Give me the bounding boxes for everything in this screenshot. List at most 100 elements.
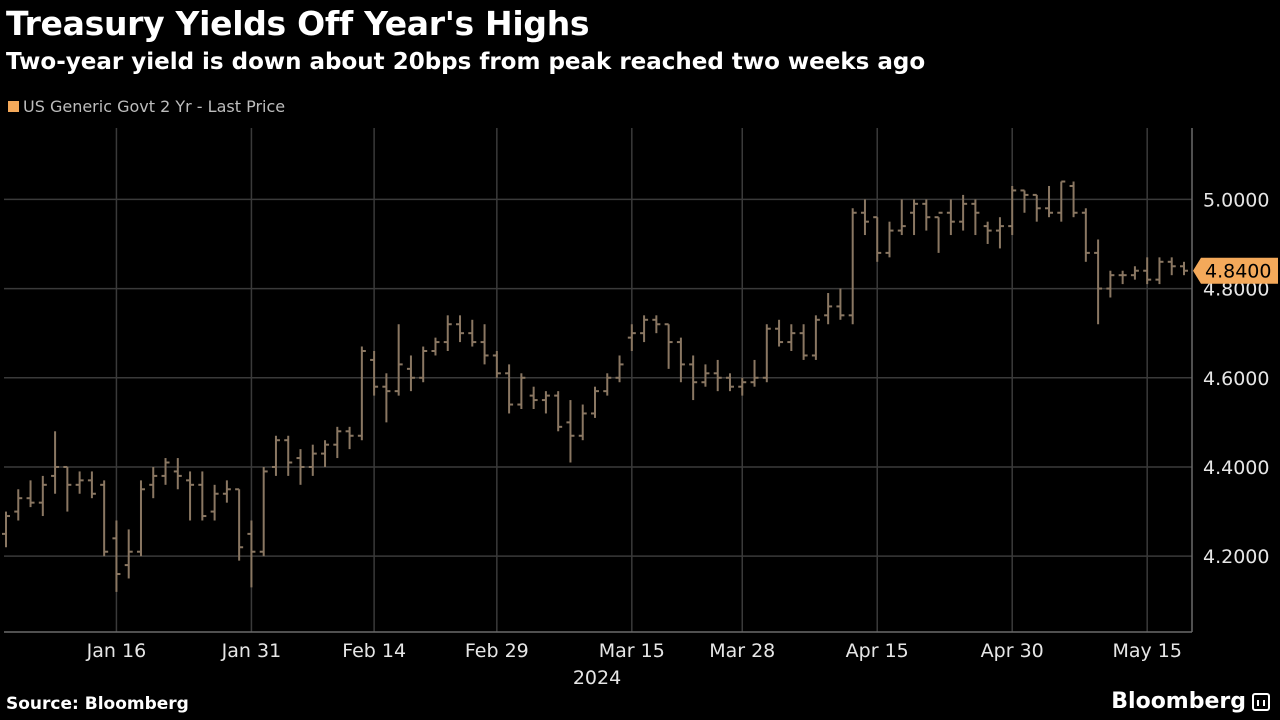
ohlc-bar (186, 471, 195, 521)
ohlc-bar (1081, 208, 1090, 262)
ohlc-bar (222, 480, 231, 503)
legend-label: US Generic Govt 2 Yr - Last Price (23, 97, 286, 116)
ohlc-bar (873, 216, 882, 262)
ohlc-bar (63, 465, 72, 512)
ohlc-bar (910, 199, 919, 236)
ohlc-bar (1130, 266, 1139, 280)
ohlc-bar (689, 355, 698, 401)
ohlc-bar (308, 444, 317, 476)
ohlc-bar (333, 426, 342, 459)
ohlc-bar (541, 391, 550, 414)
ohlc-bar (136, 480, 145, 557)
ohlc-bar (1094, 239, 1103, 325)
ohlc-bar (431, 337, 440, 356)
legend-swatch (8, 101, 19, 112)
ohlc-bar (259, 466, 268, 557)
ohlc-bar (725, 373, 734, 392)
x-tick-label: Apr 30 (981, 640, 1044, 662)
ohlc-bar (1045, 185, 1054, 218)
x-tick-label: Feb 29 (465, 640, 529, 662)
ohlc-bar (456, 315, 465, 343)
chart-subtitle: Two-year yield is down about 20bps from … (6, 49, 926, 75)
ohlc-bar (505, 364, 514, 414)
ohlc-bar (284, 435, 293, 476)
ohlc-bar (26, 480, 35, 508)
ohlc-bar (1167, 257, 1176, 276)
ohlc-bar (210, 484, 219, 521)
ohlc-bar (198, 471, 207, 521)
x-tick-label: Jan 31 (221, 640, 282, 662)
ohlc-bar (1020, 189, 1029, 213)
ohlc-bar (578, 404, 587, 441)
ohlc-bar (676, 337, 685, 383)
ohlc-bar (811, 315, 820, 360)
x-tick-label: Mar 28 (709, 640, 775, 662)
ohlc-bar (87, 471, 96, 499)
y-tick-label: 4.6000 (1203, 368, 1269, 390)
ohlc-bar (480, 324, 489, 365)
terminal-icon (1252, 692, 1270, 711)
ohlc-bar (321, 440, 330, 467)
x-tick-label: Feb 14 (342, 640, 406, 662)
ohlc-bar (1008, 185, 1017, 236)
last-price-marker (1193, 257, 1278, 284)
tick-labels: 4.2000 4.4000 4.6000 4.8000 5.0000 Jan 16 Jan … (86, 189, 1278, 689)
ohlc-bar (799, 324, 808, 360)
ohlc-bar (51, 431, 60, 494)
ohlc-bar (738, 377, 747, 396)
ohlc-bar (1155, 257, 1164, 285)
brand-name: Bloomberg (1111, 689, 1246, 714)
ohlc-bar (664, 323, 673, 369)
ohlc-bar (14, 489, 23, 521)
ohlc-bar (296, 449, 305, 485)
ohlc-bar (959, 194, 968, 231)
ohlc-bar (762, 324, 771, 383)
ohlc-bar (701, 364, 710, 387)
ohlc-bar (1057, 180, 1066, 222)
ohlc-bar (1069, 181, 1078, 218)
ohlc-bar (848, 208, 857, 325)
chart-title: Treasury Yields Off Year's Highs (6, 4, 590, 43)
ohlc-bar (2, 511, 10, 548)
ohlc-bar (492, 351, 501, 378)
grid (4, 128, 1192, 632)
ohlc-bar (406, 355, 415, 392)
ohlc-bar (382, 373, 391, 423)
y-tick-label: 4.2000 (1203, 546, 1269, 568)
ohlc-bar (38, 475, 47, 517)
ohlc-bar (75, 471, 84, 494)
x-tick-label: Apr 15 (846, 640, 909, 662)
ohlc-bar (885, 221, 894, 258)
ohlc-bar (603, 373, 612, 396)
y-tick-label: 4.8000 (1203, 279, 1269, 301)
ohlc-bar (775, 319, 784, 347)
y-tick-label: 4.4000 (1203, 457, 1269, 479)
source-note: Source: Bloomberg (6, 694, 189, 714)
ohlc-bar (713, 359, 722, 392)
ohlc-bar (345, 426, 354, 450)
x-year-label: 2024 (573, 667, 621, 689)
ohlc-bar (946, 199, 955, 236)
ohlc-bar (836, 288, 845, 320)
ohlc-bar (468, 319, 477, 347)
last-price-label: 4.8400 (1205, 261, 1271, 283)
ohlc-bar (529, 386, 538, 409)
ohlc-bar (394, 324, 403, 396)
ohlc-bar (922, 199, 931, 231)
axes (4, 128, 1193, 633)
ohlc-bar (615, 355, 624, 383)
ohlc-bar (235, 488, 244, 561)
ohlc-bar (1106, 270, 1115, 298)
ohlc-bar (983, 221, 992, 244)
x-tick-label: Mar 15 (599, 640, 665, 662)
ohlc-bar (627, 324, 636, 352)
ohlc-bar (271, 435, 280, 476)
price-bars (2, 180, 1188, 592)
ohlc-bar (566, 400, 575, 463)
x-tick-label: May 15 (1112, 640, 1182, 662)
ohlc-bar (1118, 270, 1127, 285)
ohlc-bar (124, 529, 133, 579)
ohlc-bar (443, 315, 452, 352)
x-tick-label: Jan 16 (86, 640, 147, 662)
